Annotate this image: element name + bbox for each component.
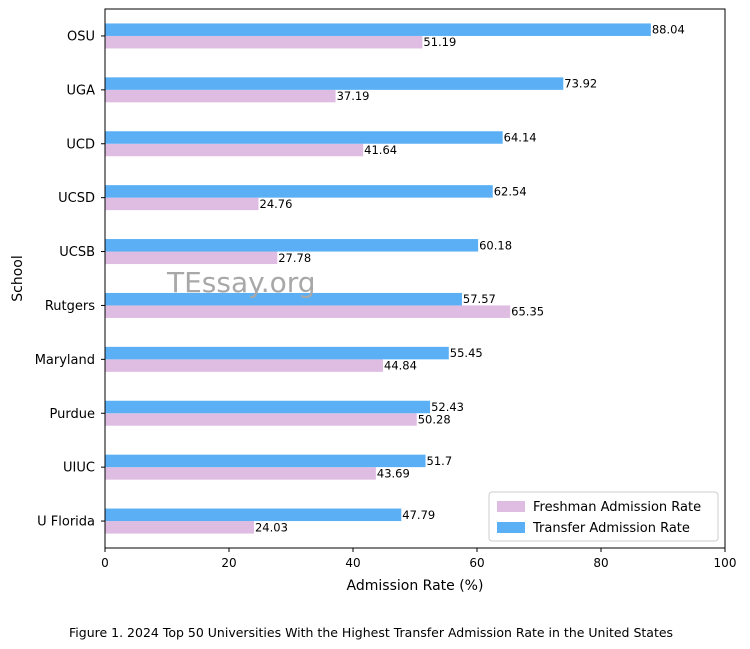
bar-freshman-3 <box>105 359 384 372</box>
bar-transfer-2 <box>105 400 431 414</box>
x-tick-label-5: 100 <box>714 556 737 570</box>
bar-transfer-4 <box>105 292 462 306</box>
figure-caption: Figure 1. 2024 Top 50 Universities With … <box>69 625 673 640</box>
y-tick-label-7: UCD <box>66 137 95 152</box>
value-label-freshman-3: 44.84 <box>384 359 417 373</box>
x-axis-label: Admission Rate (%) <box>347 578 484 594</box>
value-label-freshman-5: 27.78 <box>278 251 311 265</box>
x-tick-label-0: 0 <box>101 556 109 570</box>
bar-transfer-1 <box>105 454 426 468</box>
bars-layer <box>105 23 651 534</box>
bar-freshman-8 <box>105 89 336 103</box>
value-label-transfer-1: 51.7 <box>427 454 453 468</box>
y-tick-label-5: UCSB <box>59 245 95 260</box>
value-label-freshman-8: 37.19 <box>337 89 370 103</box>
value-label-transfer-3: 55.45 <box>450 346 483 360</box>
y-tick-label-8: UGA <box>67 83 96 98</box>
value-label-freshman-0: 24.03 <box>255 520 288 534</box>
bar-freshman-5 <box>105 251 278 265</box>
value-label-freshman-7: 41.64 <box>364 143 397 157</box>
bar-freshman-2 <box>105 413 417 426</box>
watermark: TEssay.org <box>166 266 316 299</box>
value-label-transfer-4: 57.57 <box>463 292 496 306</box>
bar-freshman-0 <box>105 521 254 534</box>
legend-entry-1: Transfer Admission Rate <box>532 521 690 536</box>
value-label-transfer-9: 88.04 <box>652 23 685 37</box>
y-tick-label-9: OSU <box>67 29 95 44</box>
bar-transfer-9 <box>105 23 651 36</box>
x-tick-label-2: 40 <box>345 556 360 570</box>
bar-transfer-3 <box>105 346 449 360</box>
y-tick-label-6: UCSD <box>58 191 95 206</box>
bar-transfer-7 <box>105 131 503 144</box>
x-tick-label-4: 80 <box>593 556 608 570</box>
legend: Freshman Admission Rate Transfer Admissio… <box>488 491 719 542</box>
bar-transfer-0 <box>105 508 402 522</box>
y-tick-label-0: U Florida <box>37 515 95 530</box>
bar-freshman-6 <box>105 197 259 211</box>
value-label-transfer-0: 47.79 <box>402 508 435 522</box>
y-tick-label-4: Rutgers <box>45 299 95 314</box>
bar-transfer-6 <box>105 185 493 198</box>
bar-freshman-7 <box>105 143 364 157</box>
value-label-freshman-2: 50.28 <box>418 413 451 427</box>
value-label-freshman-9: 51.19 <box>423 35 456 49</box>
value-label-freshman-1: 43.69 <box>377 466 410 480</box>
x-tick-label-3: 60 <box>469 556 484 570</box>
y-tick-label-2: Purdue <box>50 407 95 422</box>
value-label-transfer-8: 73.92 <box>564 77 597 91</box>
value-label-transfer-7: 64.14 <box>504 131 537 145</box>
legend-box <box>488 491 719 542</box>
y-axis-label: School <box>10 255 26 301</box>
y-ticks-layer: U Florida UIUC Purdue Maryland Rutgers UCSB UC… <box>35 29 105 530</box>
bar-freshman-1 <box>105 467 376 480</box>
x-ticks-layer: 0 20 40 60 80 100 <box>101 548 736 570</box>
bar-transfer-8 <box>105 77 564 90</box>
y-tick-label-3: Maryland <box>35 353 95 368</box>
value-label-transfer-2: 52.43 <box>431 400 464 414</box>
value-label-freshman-4: 65.35 <box>511 305 544 319</box>
value-label-transfer-6: 62.54 <box>494 184 527 198</box>
legend-swatch-1 <box>497 522 525 533</box>
legend-swatch-0 <box>497 501 525 512</box>
plot-frame <box>104 8 726 549</box>
legend-entry-0: Freshman Admission Rate <box>533 500 701 515</box>
value-label-transfer-5: 60.18 <box>479 238 512 252</box>
bar-freshman-9 <box>105 35 423 49</box>
bar-transfer-5 <box>105 239 479 252</box>
bar-freshman-4 <box>105 305 511 318</box>
x-tick-label-1: 20 <box>221 556 236 570</box>
y-tick-label-1: UIUC <box>63 461 95 476</box>
value-label-freshman-6: 24.76 <box>260 197 293 211</box>
